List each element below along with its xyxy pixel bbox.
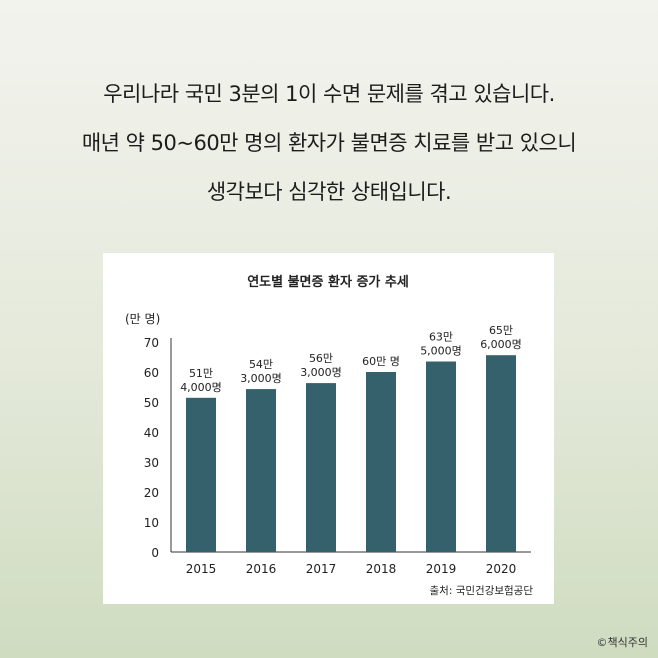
- chart-card: 연도별 불면증 환자 증가 추세 (만 명) 0 10 20 30 40 50 60 70 2015…: [103, 253, 554, 604]
- y-tick-label: 70: [144, 336, 159, 350]
- bar-2019: [426, 361, 456, 552]
- x-tick-label: 2017: [306, 562, 337, 576]
- data-label: 3,000명: [300, 366, 342, 379]
- chart-title: 연도별 불면증 환자 증가 추세: [247, 274, 409, 290]
- data-label: 51만: [189, 367, 213, 380]
- y-tick-label: 60: [144, 366, 159, 380]
- x-tick-label: 2020: [486, 562, 517, 576]
- data-label: 4,000명: [180, 381, 222, 394]
- bar-chart: 연도별 불면증 환자 증가 추세 (만 명) 0 10 20 30 40 50 60 70 2015…: [125, 274, 534, 597]
- headline: 우리나라 국민 3분의 1이 수면 문제를 겪고 있습니다. 매년 약 50~6…: [0, 70, 658, 217]
- data-label: 60만 명: [362, 355, 400, 368]
- bar-2015: [186, 397, 216, 552]
- x-tick-label: 2019: [426, 562, 457, 576]
- y-tick-label: 40: [144, 426, 159, 440]
- data-label: 63만: [429, 331, 453, 344]
- y-tick-label: 30: [144, 456, 159, 470]
- headline-line-3: 생각보다 심각한 상태입니다.: [206, 180, 452, 204]
- bar-2016: [246, 389, 276, 552]
- bar-2018: [366, 372, 396, 552]
- x-tick-label: 2018: [366, 562, 397, 576]
- data-label: 6,000명: [480, 338, 522, 351]
- data-label: 54만: [249, 358, 273, 371]
- x-tick-label: 2015: [186, 562, 217, 576]
- y-tick-label: 50: [144, 396, 159, 410]
- y-tick-label: 10: [144, 516, 159, 530]
- headline-line-1: 우리나라 국민 3분의 1이 수면 문제를 겪고 있습니다.: [103, 82, 555, 106]
- data-label: 65만: [489, 324, 513, 337]
- copyright-text: ©책식주의: [596, 636, 648, 649]
- bar-2020: [486, 355, 516, 552]
- headline-line-2: 매년 약 50~60만 명의 환자가 불면증 치료를 받고 있으니: [81, 131, 577, 155]
- data-label: 3,000명: [240, 372, 282, 385]
- bar-2017: [306, 383, 336, 552]
- source-note: 출처: 국민건강보험공단: [430, 585, 534, 597]
- y-axis-label: (만 명): [125, 312, 160, 326]
- x-tick-label: 2016: [246, 562, 277, 576]
- data-label: 56만: [309, 352, 333, 365]
- y-tick-label: 0: [151, 546, 159, 560]
- y-tick-label: 20: [144, 486, 159, 500]
- data-label: 5,000명: [420, 345, 462, 358]
